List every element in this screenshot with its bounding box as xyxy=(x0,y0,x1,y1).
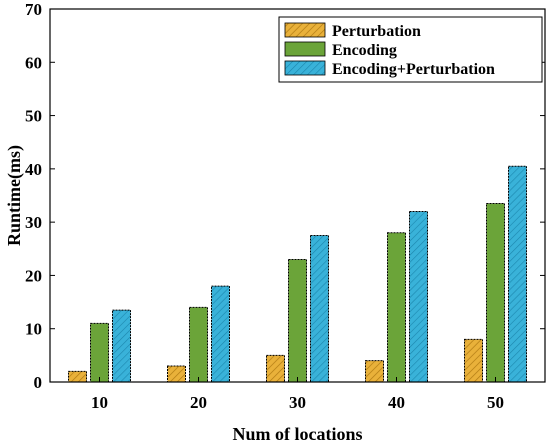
y-tick-label: 50 xyxy=(25,107,42,126)
x-tick-label: 40 xyxy=(388,393,405,412)
bar-encoding-50 xyxy=(486,202,505,383)
y-tick-label: 10 xyxy=(25,320,42,339)
bar-encoding-perturbation-40 xyxy=(409,210,428,383)
y-tick-label: 30 xyxy=(25,213,42,232)
axes-layer: 0 10 20 30 40 50 60 70 10 20 30 40 50 Num of location… xyxy=(4,0,546,444)
bar-perturbation-50 xyxy=(464,338,483,383)
bars-layer xyxy=(68,165,527,383)
legend-label-perturbation: Perturbation xyxy=(332,23,421,40)
legend-swatch-encoding xyxy=(284,41,326,57)
bar-encoding-perturbation-50 xyxy=(508,165,527,383)
x-tick-label: 30 xyxy=(289,393,306,412)
y-tick-label: 70 xyxy=(25,0,42,19)
x-tick-label: 10 xyxy=(91,393,108,412)
legend: Perturbation Encoding Encoding+Perturbatio… xyxy=(278,16,543,83)
bar-perturbation-10 xyxy=(68,370,87,383)
bar-encoding-20 xyxy=(189,306,208,383)
bar-perturbation-20 xyxy=(167,365,186,383)
bar-perturbation-30 xyxy=(266,354,285,383)
bar-encoding-perturbation-20 xyxy=(211,285,230,383)
legend-swatch-encoding-perturbation xyxy=(284,60,326,76)
y-tick-label: 0 xyxy=(34,373,43,392)
y-tick-label: 40 xyxy=(25,160,42,179)
bar-encoding-perturbation-10 xyxy=(112,309,131,383)
legend-label-encoding: Encoding xyxy=(332,42,397,59)
bar-encoding-40 xyxy=(387,232,406,383)
bar-encoding-perturbation-30 xyxy=(310,234,329,383)
bar-perturbation-40 xyxy=(365,360,384,383)
x-tick-label: 20 xyxy=(190,393,207,412)
x-axis-label: Num of locations xyxy=(233,424,363,444)
y-tick-label: 20 xyxy=(25,266,42,285)
x-tick-label: 50 xyxy=(487,393,504,412)
bar-encoding-10 xyxy=(90,322,109,383)
y-tick-label: 60 xyxy=(25,53,42,72)
bar-encoding-30 xyxy=(288,258,307,383)
legend-swatch-perturbation xyxy=(284,22,326,38)
legend-label-encoding-perturbation: Encoding+Perturbation xyxy=(332,61,495,78)
y-axis-label: Runtime(ms) xyxy=(4,145,25,246)
